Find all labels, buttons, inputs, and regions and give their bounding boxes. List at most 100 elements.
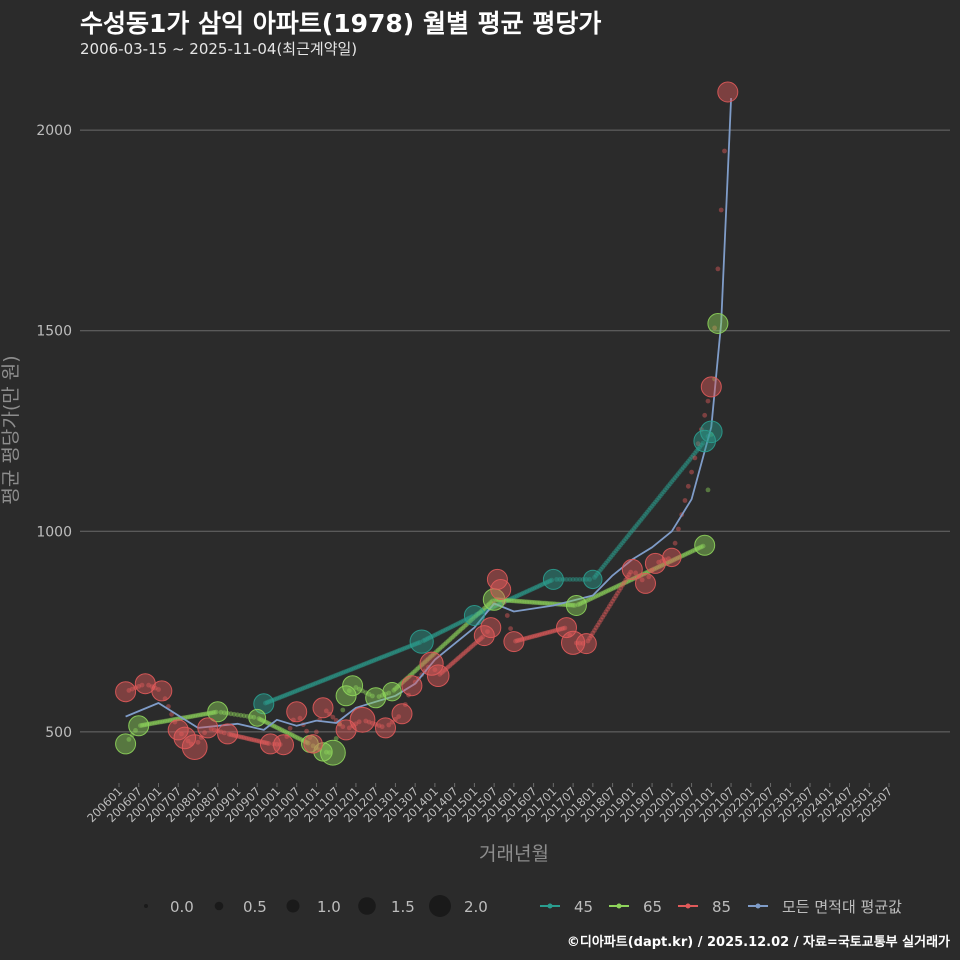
series-65-trend-dot [453,631,459,637]
series-45-trend-dot [388,651,393,657]
series-65-trend-dot [161,719,166,724]
series-45-point [542,568,564,590]
series-65-point [313,742,333,762]
series-45-trend-dot [506,597,512,603]
series-45-trend-dot [402,645,408,651]
series-65-trend-dot [422,659,428,665]
series-45-trend-dot [547,578,553,584]
series-65-trend-dot [476,610,482,616]
series-45-trend-dot [356,663,362,669]
series-45-trend-dot [618,542,624,548]
series-85-trend-dot [472,641,477,647]
series-65-trend-dot [295,735,301,741]
series-65-trend-dot [189,714,194,719]
series-65-trend-dot [139,722,145,728]
series-45-trend-dot [460,618,466,624]
series-45-trend-dot [531,586,536,591]
series-45-trend-dot [345,668,351,674]
series-65-trend-dot [437,646,443,651]
series-85-trend-dot [592,628,597,633]
series-65-point [382,682,402,702]
series-85-trend-dot [616,588,622,593]
series-65-trend-dot [685,550,691,556]
series-85-point [575,633,597,655]
series-85-trend-dot [712,325,717,331]
series-65-trend-dot [376,694,382,699]
series-45-trend-dot [656,495,662,501]
series-85-point [503,631,525,653]
series-45-point [693,429,717,453]
series-85-trend-dot [228,732,234,737]
series-85-trend-dot [513,638,518,644]
series-65-trend-dot [463,622,469,628]
series-45-point [583,569,603,590]
series-45-trend-dot [445,626,451,631]
series-45-trend-dot [376,656,382,661]
series-65-trend-dot [202,711,208,717]
series-45-trend-dot [534,584,540,590]
series-65-trend-dot [455,629,461,635]
series-45-trend-dot [305,683,311,689]
series-65-trend-dot [684,551,689,557]
series-65-trend-dot [521,599,527,605]
series-85-trend-dot [476,637,482,643]
series-65-trend-dot [462,623,467,629]
series-85-trend-dot [672,540,678,546]
series-65-trend-dot [221,710,227,716]
series-85-trend-dot [504,613,510,618]
series-65-trend-dot [264,720,270,726]
series-65-trend-dot [547,601,553,606]
series-45-trend-dot [391,650,397,655]
series-45-trend-dot [661,489,666,495]
series-65-trend-dot [537,600,543,606]
series-85-trend-dot [449,661,454,667]
series-85-trend-dot [463,648,469,654]
series-45-trend-dot [639,516,645,521]
series-45-trend-dot [633,524,638,529]
series-65-trend-dot [470,616,476,622]
average-price-line [125,98,732,731]
color-legend-marker [616,903,622,909]
series-65-trend-dot [259,717,265,723]
series-45-trend-dot [447,625,453,631]
series-45-trend-dot [470,613,476,619]
series-45-trend-dot [653,499,658,505]
series-45-trend-dot [537,583,543,588]
series-65-trend-dot [657,563,663,569]
series-85-trend-dot [440,669,446,674]
series-65-trend-dot [651,566,657,572]
series-65-trend-dot [386,690,392,696]
series-85-trend-dot [450,660,456,666]
series-45-trend-dot [374,656,380,662]
series-65-trend-dot [695,546,701,551]
series-85-trend-dot [718,207,724,213]
series-45-trend-dot [621,538,627,544]
size-legend-marker [214,901,224,911]
series-65-trend-dot [272,724,278,730]
series-65-trend-dot [151,720,157,726]
series-45-trend-dot [468,614,474,620]
series-45-trend-dot [638,518,643,523]
series-45-trend-dot [671,477,676,483]
series-45-trend-dot [425,635,431,641]
series-45-trend-dot [432,632,438,638]
series-85-trend-dot [314,729,319,735]
series-85-trend-dot [396,714,402,719]
series-65-trend-dot [152,720,158,726]
series-65-trend-dot [424,658,430,663]
series-45-trend-dot [613,548,619,554]
series-65-point [320,739,346,766]
series-65-trend-dot [523,599,528,605]
series-85-trend-dot [253,738,258,743]
series-45-trend-dot [697,444,703,450]
series-85-trend-dot [195,739,201,745]
series-45-trend-dot [587,577,592,582]
series-45-trend-dot [383,653,388,659]
series-65-trend-dot [490,598,495,604]
series-85-trend-dot [363,718,369,724]
series-45-trend-dot [368,659,374,665]
series-65-trend-dot [185,714,191,720]
series-45-trend-dot [295,687,301,693]
series-45-trend-dot [593,573,599,578]
